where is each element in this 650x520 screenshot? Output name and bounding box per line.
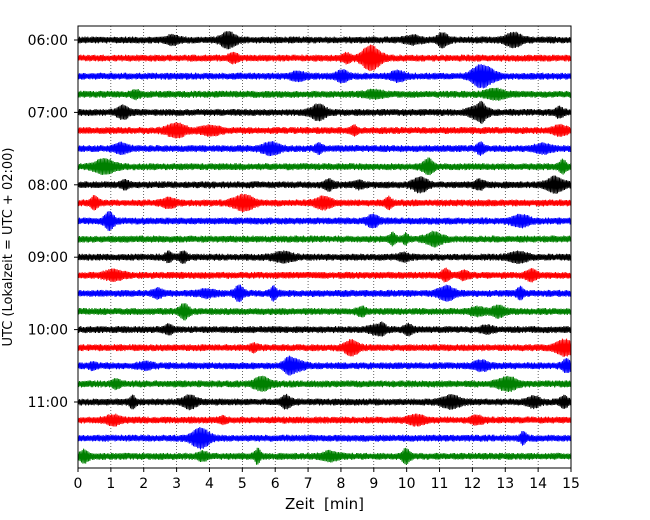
x-tick-label: 9 (369, 476, 378, 492)
x-tick-label: 10 (398, 476, 416, 492)
trace-line (77, 122, 572, 139)
y-tick-label: 08:00 (28, 178, 68, 194)
y-tick-label: 11:00 (28, 395, 68, 411)
x-tick-label: 7 (304, 476, 313, 492)
trace-line (77, 210, 572, 231)
trace-line (77, 413, 572, 427)
trace-line (77, 87, 572, 101)
trace-group (77, 31, 572, 465)
trace-line (77, 64, 572, 89)
y-axis-ticks: 06:00 07:00 08:00 09:00 10:00 11:00 (28, 33, 78, 411)
trace-line (77, 44, 572, 72)
y-tick-label: 09:00 (28, 250, 68, 266)
trace-line (77, 100, 572, 124)
trace-line (77, 321, 572, 337)
trace-line (77, 267, 572, 283)
x-tick-label: 11 (431, 476, 449, 492)
plot-frame (77, 25, 572, 469)
x-tick-label: 0 (74, 476, 83, 492)
x-tick-label: 5 (238, 476, 247, 492)
x-tick-label: 3 (172, 476, 181, 492)
x-tick-label: 14 (529, 476, 547, 492)
trace-line (77, 157, 572, 176)
x-tick-label: 13 (496, 476, 514, 492)
y-tick-label: 10:00 (28, 323, 68, 339)
trace-line (77, 193, 572, 213)
trace-line (77, 355, 572, 376)
x-axis-ticks: 0 1 2 3 4 5 6 7 8 9 10 11 12 13 14 15 (74, 468, 580, 492)
x-tick-label: 2 (139, 476, 148, 492)
y-axis-label: UTC (Lokalzeit = UTC + 02:00) (1, 148, 16, 347)
x-tick-label: 12 (463, 476, 481, 492)
trace-line (77, 250, 572, 265)
x-tick-label: 15 (562, 476, 580, 492)
trace-line (77, 426, 572, 450)
trace-line (77, 447, 572, 465)
trace-line (77, 393, 572, 411)
x-tick-label: 4 (205, 476, 214, 492)
trace-line (77, 230, 572, 248)
x-tick-label: 1 (106, 476, 115, 492)
y-tick-label: 07:00 (28, 105, 68, 121)
trace-line (77, 31, 572, 50)
y-tick-label: 06:00 (28, 33, 68, 49)
trace-line (77, 175, 572, 194)
x-tick-label: 8 (336, 476, 345, 492)
trace-line (77, 375, 572, 393)
x-tick-label: 6 (271, 476, 280, 492)
trace-line (77, 338, 572, 357)
x-axis-label: Zeit [min] (285, 495, 364, 513)
trace-line (77, 141, 572, 157)
trace-line (77, 284, 572, 303)
trace-line (77, 303, 572, 321)
